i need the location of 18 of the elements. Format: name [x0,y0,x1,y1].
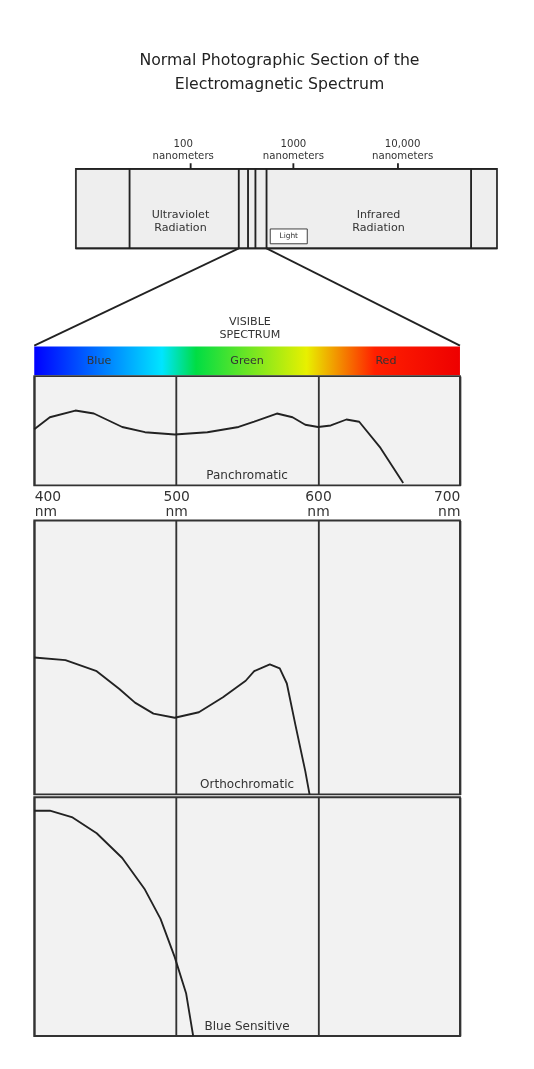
x-tick-label: 700 nm [433,487,461,520]
text: Infrared Radiation [352,207,405,234]
x-tick-label: 400 nm [34,487,62,520]
x-tick-label: 500 nm [163,487,190,520]
x-tick-label: 600 nm [305,487,332,520]
text: VISIBLE SPECTRUM [219,315,281,342]
series-label: Blue Sensitive [204,1018,290,1033]
text: Ultraviolet Radiation [151,207,210,234]
text: Green [230,354,264,368]
text: 100 nanometers [152,137,214,161]
text: Blue [86,354,112,368]
text: 1000 nanometers [262,137,324,161]
text: Panchromatic [206,467,288,482]
text: 10,000 nanometers [371,137,434,161]
text: Light [279,231,299,241]
text: Red [375,354,397,368]
chart-title: Normal Photographic Section of the Electromagnetic Spectrum [139,50,420,94]
series-label: Orthochromatic [200,776,295,791]
